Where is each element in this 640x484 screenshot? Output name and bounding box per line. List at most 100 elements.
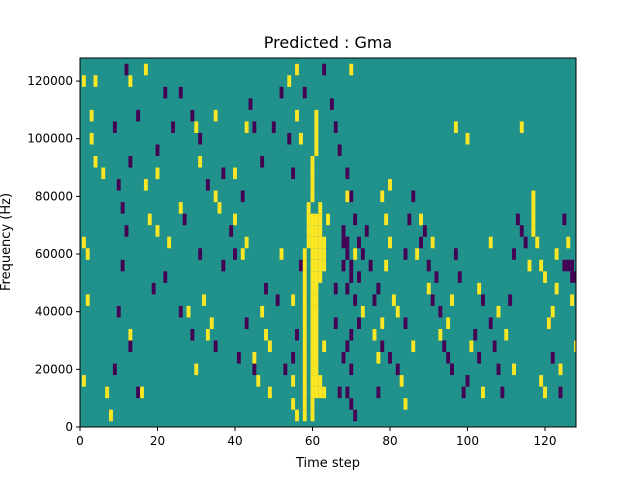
- heatmap-cell-high: [295, 63, 299, 76]
- heatmap-cell-high: [267, 340, 272, 353]
- heatmap-cell-low: [345, 282, 350, 295]
- x-tick-label: 100: [456, 434, 479, 448]
- heatmap-cell-low: [403, 248, 408, 260]
- heatmap-cell-low: [515, 213, 520, 226]
- heatmap-cell-high: [481, 386, 485, 399]
- heatmap-cell-high: [302, 248, 307, 260]
- y-axis-label: Frequency (Hz): [0, 193, 14, 291]
- heatmap-cell-high: [558, 363, 563, 376]
- heatmap-cell-high: [531, 225, 536, 237]
- heatmap-cell-low: [248, 98, 253, 110]
- heatmap-cell-low: [512, 248, 516, 260]
- heatmap-cell-high: [279, 248, 284, 260]
- heatmap-cell-high: [477, 282, 482, 295]
- heatmap-cell-high: [554, 248, 559, 260]
- heatmap-cell-low: [349, 328, 354, 341]
- chart-title: Predicted : Gma: [264, 33, 392, 52]
- heatmap-cell-high: [314, 248, 319, 260]
- heatmap-cell-high: [310, 179, 315, 191]
- heatmap-cell-high: [314, 109, 319, 122]
- heatmap-cell-low: [124, 225, 129, 237]
- heatmap-cell-high: [322, 340, 327, 353]
- heatmap-cell-high: [314, 305, 319, 318]
- y-tick-label: 20000: [35, 362, 73, 376]
- x-tick-label: 20: [150, 434, 165, 448]
- heatmap-cells: [81, 63, 576, 422]
- heatmap-cell-low: [411, 190, 416, 203]
- heatmap-cell-high: [310, 236, 315, 249]
- heatmap-cell-low: [500, 386, 505, 399]
- heatmap-cell-low: [473, 328, 478, 341]
- heatmap-cell-low: [260, 156, 265, 168]
- heatmap-cell-high: [415, 248, 420, 260]
- heatmap-cell-low: [349, 271, 354, 283]
- heatmap-cell-high: [488, 236, 493, 249]
- heatmap-cell-high: [550, 305, 555, 318]
- heatmap-cell-high: [314, 236, 319, 249]
- heatmap-cell-high: [531, 213, 536, 226]
- heatmap-cell-high: [85, 248, 90, 260]
- heatmap-cell-high: [411, 340, 416, 353]
- heatmap-cell-high: [376, 352, 381, 364]
- heatmap-cell-low: [302, 86, 307, 99]
- heatmap-cell-low: [120, 259, 125, 272]
- heatmap-cell-low: [190, 328, 195, 341]
- heatmap-cell-low: [430, 294, 435, 306]
- heatmap-cell-high: [399, 375, 404, 387]
- heatmap-cell-high: [314, 271, 319, 283]
- heatmap-cell-high: [546, 317, 551, 329]
- heatmap-cell-low: [434, 271, 439, 283]
- heatmap-cell-high: [143, 179, 148, 191]
- heatmap-cell-low: [376, 386, 381, 399]
- heatmap-cell-low: [341, 352, 346, 364]
- heatmap-cell-high: [310, 167, 315, 180]
- heatmap-cell-high: [310, 317, 315, 329]
- heatmap-cell-high: [469, 340, 474, 353]
- heatmap-cell-high: [302, 305, 307, 318]
- heatmap-cell-high: [310, 398, 315, 410]
- heatmap-cell-low: [337, 144, 342, 157]
- heatmap-cell-low: [163, 271, 168, 283]
- heatmap-cell-low: [380, 340, 385, 353]
- heatmap-cell-low: [345, 248, 350, 260]
- heatmap-cell-high: [291, 375, 296, 387]
- heatmap-cell-low: [205, 179, 210, 191]
- heatmap-cell-low: [442, 340, 447, 353]
- heatmap-cell-high: [302, 398, 307, 410]
- heatmap-cell-low: [353, 294, 358, 306]
- heatmap-cell-high: [310, 248, 315, 260]
- heatmap-cell-high: [314, 375, 319, 387]
- heatmap-cell-high: [128, 328, 133, 341]
- heatmap-cell-high: [314, 121, 319, 133]
- heatmap-cell-high: [213, 109, 218, 122]
- heatmap-cell-high: [209, 317, 214, 329]
- heatmap-cell-low: [407, 213, 412, 226]
- heatmap-cell-low: [291, 167, 296, 180]
- heatmap-cell-high: [345, 190, 350, 203]
- heatmap-cell-high: [302, 375, 307, 387]
- heatmap-cell-low: [465, 375, 470, 387]
- heatmap-cell-high: [314, 213, 319, 226]
- heatmap-cell-high: [446, 317, 451, 329]
- heatmap-cell-high: [353, 248, 358, 260]
- x-tick-label: 0: [76, 434, 84, 448]
- heatmap-cell-high: [318, 236, 323, 249]
- heatmap-cell-high: [295, 409, 299, 422]
- heatmap-cell-high: [310, 375, 315, 387]
- heatmap-cell-high: [310, 294, 315, 306]
- heatmap-cell-high: [384, 259, 389, 272]
- heatmap-cell-low: [419, 236, 423, 249]
- heatmap-cell-high: [372, 328, 377, 341]
- heatmap-cell-low: [178, 86, 183, 99]
- heatmap-cell-low: [136, 109, 141, 122]
- heatmap-cell-low: [116, 305, 121, 318]
- heatmap-cell-low: [151, 282, 156, 295]
- heatmap-cell-low: [182, 213, 187, 226]
- heatmap-cell-high: [512, 363, 516, 376]
- heatmap-cell-low: [349, 398, 354, 410]
- heatmap-cell-high: [314, 294, 319, 306]
- heatmap-cell-low: [558, 386, 563, 399]
- heatmap-cell-high: [81, 236, 86, 249]
- heatmap-cell-low: [508, 294, 513, 306]
- y-tick-label: 60000: [35, 247, 73, 261]
